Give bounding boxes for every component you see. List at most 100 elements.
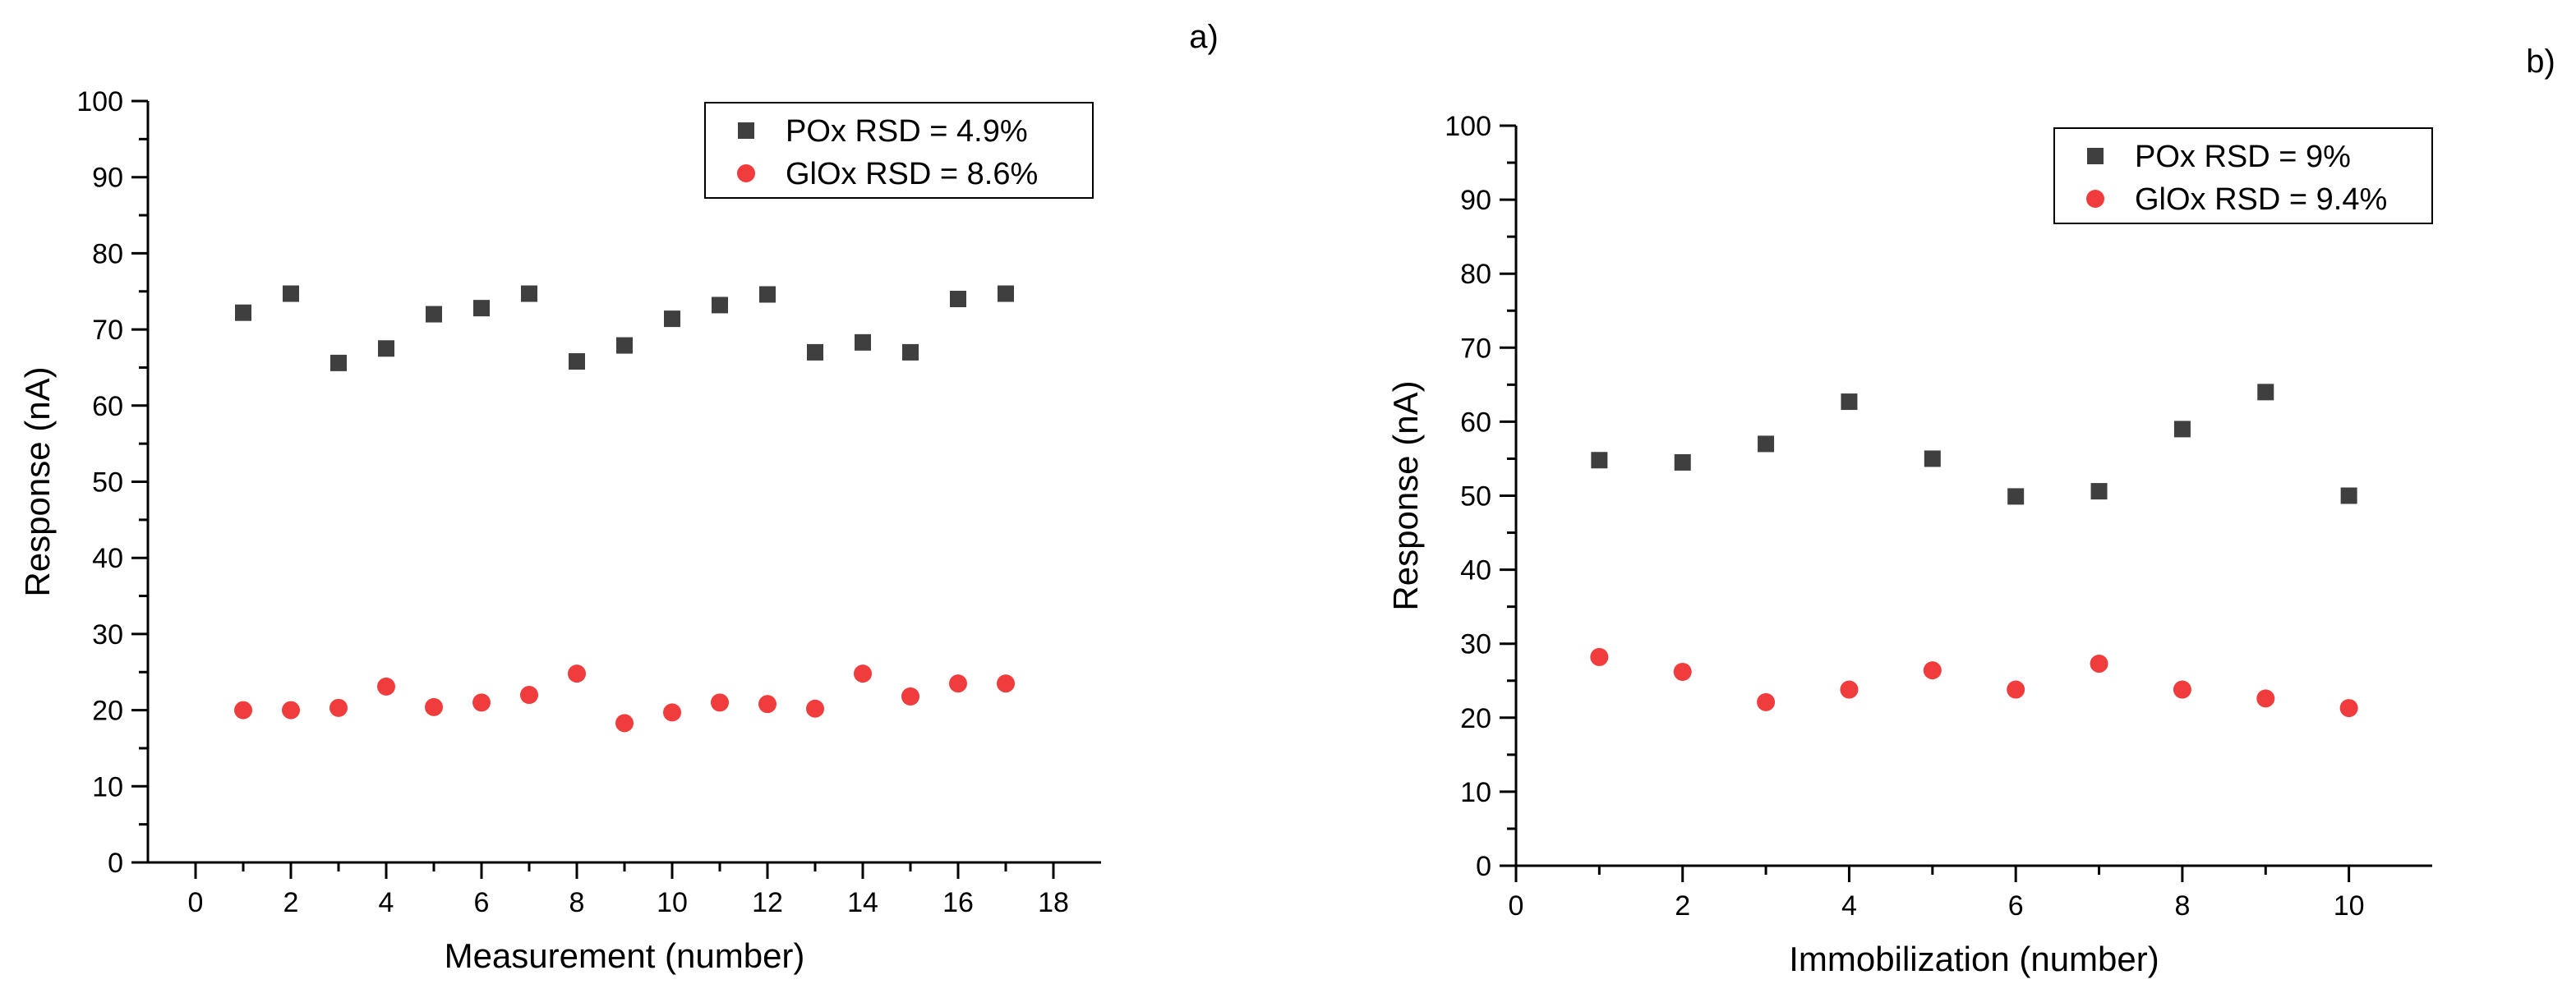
legend-entry: POx RSD = 4.9% (786, 114, 1028, 149)
data-point-square (1924, 450, 1941, 467)
y-tick-label: 100 (1445, 111, 1491, 142)
data-point-square (2257, 384, 2274, 401)
x-tick-label: 12 (752, 887, 783, 918)
data-point-circle (234, 701, 252, 720)
y-tick-label: 50 (1460, 481, 1491, 513)
data-point-circle (2090, 655, 2108, 674)
y-tick-label: 50 (92, 467, 123, 499)
data-point-circle (2256, 689, 2275, 708)
data-point-circle (1757, 692, 1776, 711)
x-axis-label: Measurement (number) (445, 936, 805, 975)
legend-marker-circle (2086, 190, 2104, 208)
data-point-square (283, 285, 299, 302)
y-tick-label: 100 (76, 86, 123, 117)
y-tick-label: 20 (1460, 703, 1491, 734)
x-tick-label: 16 (942, 887, 974, 918)
y-tick-label: 90 (92, 163, 123, 194)
data-point-circle (663, 703, 681, 722)
legend-entry: GlOx RSD = 9.4% (2135, 182, 2387, 217)
data-point-square (1674, 453, 1691, 471)
legend-marker-square (2087, 148, 2104, 164)
chart-panel-a: 0 2 4 6 8 10 12 14 16 18 0 10 20 30 40 50 60 70 80 90 100 Mea… (18, 19, 1219, 975)
panel-label: a) (1189, 19, 1219, 55)
y-tick-label: 90 (1460, 185, 1491, 216)
data-point-circle (901, 687, 919, 706)
data-point-circle (1673, 662, 1692, 681)
legend-box (2053, 127, 2433, 224)
x-tick-label: 0 (1509, 890, 1524, 922)
y-tick-label: 80 (92, 238, 123, 269)
data-point-square (569, 353, 585, 370)
data-point-square (235, 304, 251, 321)
data-point-circle (472, 693, 491, 712)
x-tick-label: 14 (847, 887, 878, 918)
data-point-circle (711, 693, 729, 712)
data-point-square (712, 297, 728, 314)
x-tick-label: 10 (2334, 890, 2365, 922)
data-point-square (2340, 487, 2357, 504)
data-point-circle (806, 699, 824, 718)
data-point-square (521, 285, 537, 302)
y-tick-label: 0 (108, 848, 123, 879)
legend-entry: POx RSD = 9% (2135, 140, 2351, 174)
x-tick-label: 8 (2174, 890, 2190, 922)
data-point-square (330, 354, 347, 371)
y-tick-label: 70 (1460, 333, 1491, 364)
x-tick-label: 4 (379, 887, 394, 918)
data-point-square (473, 300, 490, 317)
legend-marker-square (738, 122, 754, 139)
data-point-circle (2007, 680, 2025, 699)
data-point-square (998, 285, 1014, 302)
data-point-square (1591, 452, 1608, 469)
x-tick-label: 18 (1038, 887, 1069, 918)
data-point-square (2090, 483, 2108, 500)
y-tick-label: 0 (1476, 851, 1491, 882)
y-tick-label: 40 (92, 543, 123, 574)
x-tick-label: 2 (283, 887, 299, 918)
y-axis-label: Response (nA) (18, 366, 57, 596)
y-tick-label: 60 (92, 391, 123, 422)
data-point-square (2173, 421, 2191, 438)
data-point-square (950, 291, 966, 308)
data-point-circle (377, 677, 395, 696)
data-point-square (807, 343, 823, 361)
x-axis-label: Immobilization (number) (1789, 940, 2159, 978)
data-point-circle (282, 701, 300, 720)
y-axis-label: Response (nA) (1386, 380, 1425, 610)
x-tick-label: 4 (1841, 890, 1857, 922)
chart-panel-b: 0 2 4 6 8 100102030405060708090100Immobilizat… (1386, 44, 2555, 978)
y-tick-label: 60 (1460, 407, 1491, 438)
data-point-square (1841, 393, 1858, 411)
y-tick-label: 20 (92, 696, 123, 727)
data-point-circle (997, 674, 1015, 693)
y-tick-label: 80 (1460, 259, 1491, 290)
data-point-circle (1840, 680, 1859, 699)
data-point-circle (2173, 680, 2191, 699)
data-point-square (616, 337, 633, 354)
data-point-circle (949, 674, 967, 693)
legend-entry: GlOx RSD = 8.6% (786, 157, 1038, 191)
data-point-circle (568, 664, 586, 683)
x-tick-label: 6 (474, 887, 490, 918)
legend-marker-circle (737, 164, 755, 182)
data-point-circle (854, 664, 872, 683)
data-point-square (855, 333, 871, 351)
data-point-circle (615, 714, 634, 733)
data-point-square (759, 286, 776, 303)
data-point-square (1758, 435, 1775, 453)
data-point-circle (425, 697, 443, 716)
x-tick-label: 0 (188, 887, 204, 918)
data-point-circle (2339, 699, 2358, 718)
y-tick-label: 30 (1460, 629, 1491, 660)
y-tick-label: 10 (92, 771, 123, 802)
y-tick-label: 10 (1460, 777, 1491, 808)
x-tick-label: 6 (2008, 890, 2024, 922)
x-tick-label: 2 (1675, 890, 1690, 922)
y-tick-label: 30 (92, 619, 123, 651)
x-tick-label: 10 (657, 887, 688, 918)
x-tick-label: 8 (569, 887, 585, 918)
data-point-circle (329, 698, 348, 717)
data-point-square (378, 340, 394, 357)
data-point-square (902, 343, 919, 361)
